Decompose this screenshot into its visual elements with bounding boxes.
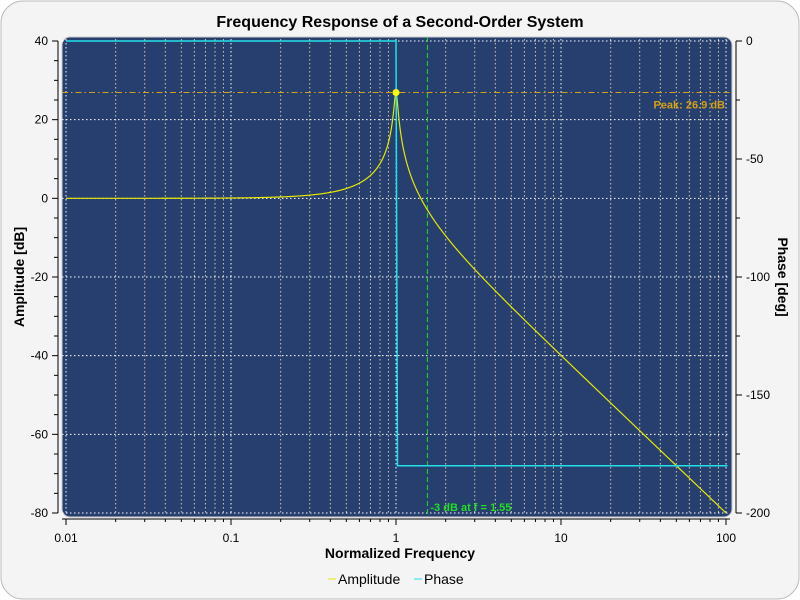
- x-tick-label: 100: [716, 531, 736, 545]
- x-tick-label: 0.01: [54, 531, 78, 545]
- phase-line: [66, 40, 728, 467]
- y-tick-label: 40: [35, 34, 49, 48]
- peak-marker: [392, 89, 400, 97]
- y-tick-label: -80: [31, 506, 49, 520]
- y2-tick-label: 0: [746, 34, 753, 48]
- y-tick-label: -40: [31, 349, 49, 363]
- y-tick-label: 20: [35, 113, 49, 127]
- x-tick-label: 1: [393, 531, 400, 545]
- y2-tick-label: -200: [746, 506, 770, 520]
- x-tick-label: 10: [554, 531, 568, 545]
- y2-axis-label: Phase [deg]: [775, 237, 791, 316]
- peak-annotation: Peak: 26.9 dB: [653, 100, 725, 112]
- y2-tick-label: -100: [746, 270, 770, 284]
- axes: 0.01 0.1 1 10 100 40 20 0 -20 -40 -60 -80 0 -50 -100 -1…: [31, 34, 771, 545]
- marks: Peak: 26.9 dB -3 dB at f = 1.55: [62, 37, 730, 517]
- legend: Amplitude Phase: [328, 571, 464, 587]
- x-axis-label: Normalized Frequency: [325, 545, 475, 561]
- y-tick-label: -20: [31, 270, 49, 284]
- grid: [62, 39, 730, 515]
- x-tick-label: 0.1: [223, 531, 240, 545]
- y-axis-label: Amplitude [dB]: [11, 227, 27, 327]
- minus-3db-annotation: -3 dB at f = 1.55: [430, 502, 511, 514]
- y2-tick-label: -50: [746, 152, 764, 166]
- y-tick-label: 0: [41, 191, 48, 205]
- y-tick-label: -60: [31, 427, 49, 441]
- legend-phase-label[interactable]: Phase: [424, 571, 464, 587]
- chart-title: Frequency Response of a Second-Order Sys…: [216, 14, 583, 31]
- y2-tick-label: -150: [746, 388, 770, 402]
- legend-amplitude-label[interactable]: Amplitude: [338, 571, 400, 587]
